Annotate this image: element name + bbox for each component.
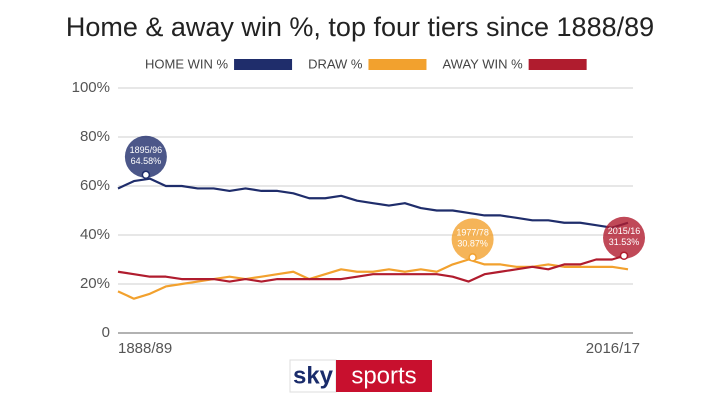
- y-tick-label: 100%: [72, 79, 110, 96]
- y-tick-label: 80%: [80, 128, 110, 145]
- x-tick-label: 1888/89: [118, 340, 172, 357]
- logo-left-box: [289, 359, 337, 393]
- legend-swatch: [368, 59, 427, 70]
- annotation-season: 2015/16: [608, 226, 641, 236]
- logo-sports: sports: [351, 362, 416, 389]
- series-line: [117, 177, 629, 229]
- annotation-value: 31.53%: [609, 237, 640, 247]
- annotation-season: 1977/78: [456, 228, 489, 238]
- legend-swatch: [234, 59, 293, 70]
- annotation-value: 64.58%: [131, 156, 162, 166]
- y-tick-label: 40%: [80, 226, 110, 243]
- annotation-bubble: [603, 216, 646, 259]
- legend-label: AWAY WIN %: [442, 56, 523, 71]
- annotation-point: [141, 170, 151, 180]
- series-line: [117, 258, 629, 300]
- y-tick-label: 20%: [80, 275, 110, 292]
- chart-title: Home & away win %, top four tiers since …: [66, 12, 654, 42]
- logo-sky: sky: [293, 362, 334, 389]
- y-tick-label: 60%: [80, 177, 110, 194]
- annotation-bubble: [451, 218, 494, 261]
- series-line: [117, 253, 629, 283]
- logo-right-box: [336, 360, 432, 392]
- legend-swatch: [528, 59, 587, 70]
- annotation-point: [619, 251, 629, 261]
- legend-label: DRAW %: [308, 56, 363, 71]
- annotation-point: [468, 253, 477, 262]
- annotation-bubble: [124, 135, 167, 178]
- y-tick-label: 0: [102, 324, 110, 341]
- legend-label: HOME WIN %: [145, 56, 228, 71]
- annotation-season: 1895/96: [130, 145, 163, 155]
- annotation-value: 30.87%: [457, 239, 488, 249]
- x-tick-label: 2016/17: [586, 340, 640, 357]
- logo: sky sports: [289, 359, 432, 393]
